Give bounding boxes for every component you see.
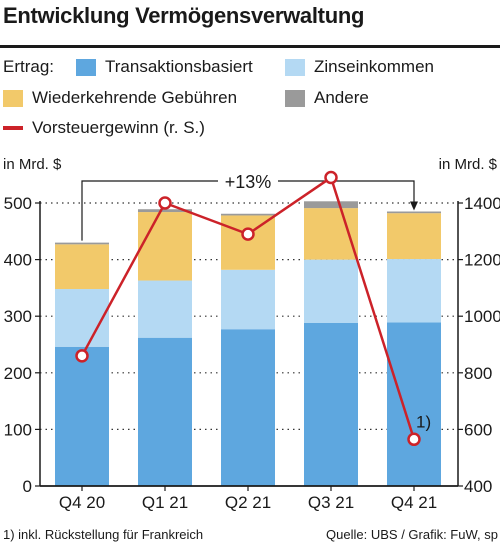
chart-area: in Mrd. $ in Mrd. $ +13% 1) 0 100 200 300 40…	[3, 156, 500, 512]
legend-label-zinseinkommen: Zinseinkommen	[314, 57, 434, 76]
right-tick-label: 1400	[464, 194, 500, 213]
growth-label: +13%	[225, 172, 272, 192]
bar-segment	[138, 280, 192, 338]
legend-label-andere: Andere	[314, 88, 369, 107]
left-tick-label: 100	[4, 420, 32, 439]
legend-label-transaktionsbasiert: Transaktionsbasiert	[105, 57, 253, 76]
right-tick-label: 1000	[464, 307, 500, 326]
profit-point	[407, 432, 421, 447]
right-tick-label: 1200	[464, 251, 500, 270]
bar-segment	[55, 346, 109, 486]
bar-segment	[55, 289, 109, 347]
left-tick-label: 0	[23, 477, 32, 496]
title-rule	[0, 45, 500, 48]
bar-segment	[55, 242, 109, 245]
footnote-marker: 1)	[416, 412, 431, 431]
legend-swatch-andere	[285, 89, 305, 107]
bar-segment	[138, 212, 192, 281]
legend-item-vorsteuergewinn: Vorsteuergewinn (r. S.)	[3, 118, 205, 138]
legend-swatch-zinseinkommen	[285, 58, 305, 76]
legend-swatch-transaktionsbasiert	[76, 58, 96, 76]
profit-point	[158, 196, 172, 210]
left-tick-label: 400	[4, 251, 32, 270]
right-axis-unit: in Mrd. $	[439, 156, 498, 173]
bar-segment	[138, 209, 192, 213]
legend: Ertrag: Transaktionsbasiert Zinseinkomme…	[0, 55, 500, 145]
left-axis-unit: in Mrd. $	[3, 156, 62, 173]
legend-swatch-wiederkehrende-gebuehren	[3, 89, 23, 107]
bar-segment	[304, 259, 358, 323]
x-tick-label: Q4 20	[59, 493, 105, 512]
bar-segment	[387, 322, 441, 486]
x-tick-label: Q3 21	[308, 493, 354, 512]
footnote: 1) inkl. Rückstellung für Frankreich	[3, 527, 204, 542]
source-credit: Quelle: UBS / Grafik: FuW, sp	[326, 527, 498, 542]
x-tick-label: Q4 21	[391, 493, 437, 512]
profit-point	[324, 170, 338, 185]
legend-item-zinseinkommen: Zinseinkommen	[285, 57, 434, 77]
chart-title: Entwicklung Vermögensverwaltung	[3, 3, 365, 28]
bar-segment	[138, 337, 192, 486]
legend-item-transaktionsbasiert: Transaktionsbasiert	[76, 57, 253, 77]
bar-segment	[387, 259, 441, 323]
x-tick-label: Q1 21	[142, 493, 188, 512]
legend-swatch-vorsteuergewinn	[3, 126, 23, 130]
legend-item-andere: Andere	[285, 88, 369, 108]
right-tick-label: 600	[464, 420, 492, 439]
right-tick-label: 400	[464, 477, 492, 496]
growth-arrowhead	[410, 201, 418, 211]
bar-segment	[221, 269, 275, 330]
left-tick-label: 200	[4, 364, 32, 383]
legend-item-wiederkehrende-gebuehren: Wiederkehrende Gebühren	[3, 88, 237, 108]
growth-label-background	[218, 170, 278, 192]
right-tick-label: 800	[464, 364, 492, 383]
bar-segment	[304, 322, 358, 486]
profit-point	[75, 349, 89, 363]
bar-segment	[387, 213, 441, 260]
left-tick-label: 500	[4, 194, 32, 213]
bar-segment	[221, 213, 275, 216]
bar-segment	[221, 215, 275, 270]
left-tick-label: 300	[4, 307, 32, 326]
legend-prefix: Ertrag:	[3, 57, 55, 76]
bar-segment	[55, 244, 109, 290]
bar-segment	[387, 211, 441, 214]
bar-segment	[221, 329, 275, 486]
x-tick-label: Q2 21	[225, 493, 271, 512]
legend-label-wiederkehrende-gebuehren: Wiederkehrende Gebühren	[32, 88, 238, 107]
legend-label-vorsteuergewinn: Vorsteuergewinn (r. S.)	[32, 118, 205, 137]
profit-point	[241, 227, 255, 241]
bar-segment	[304, 201, 358, 209]
